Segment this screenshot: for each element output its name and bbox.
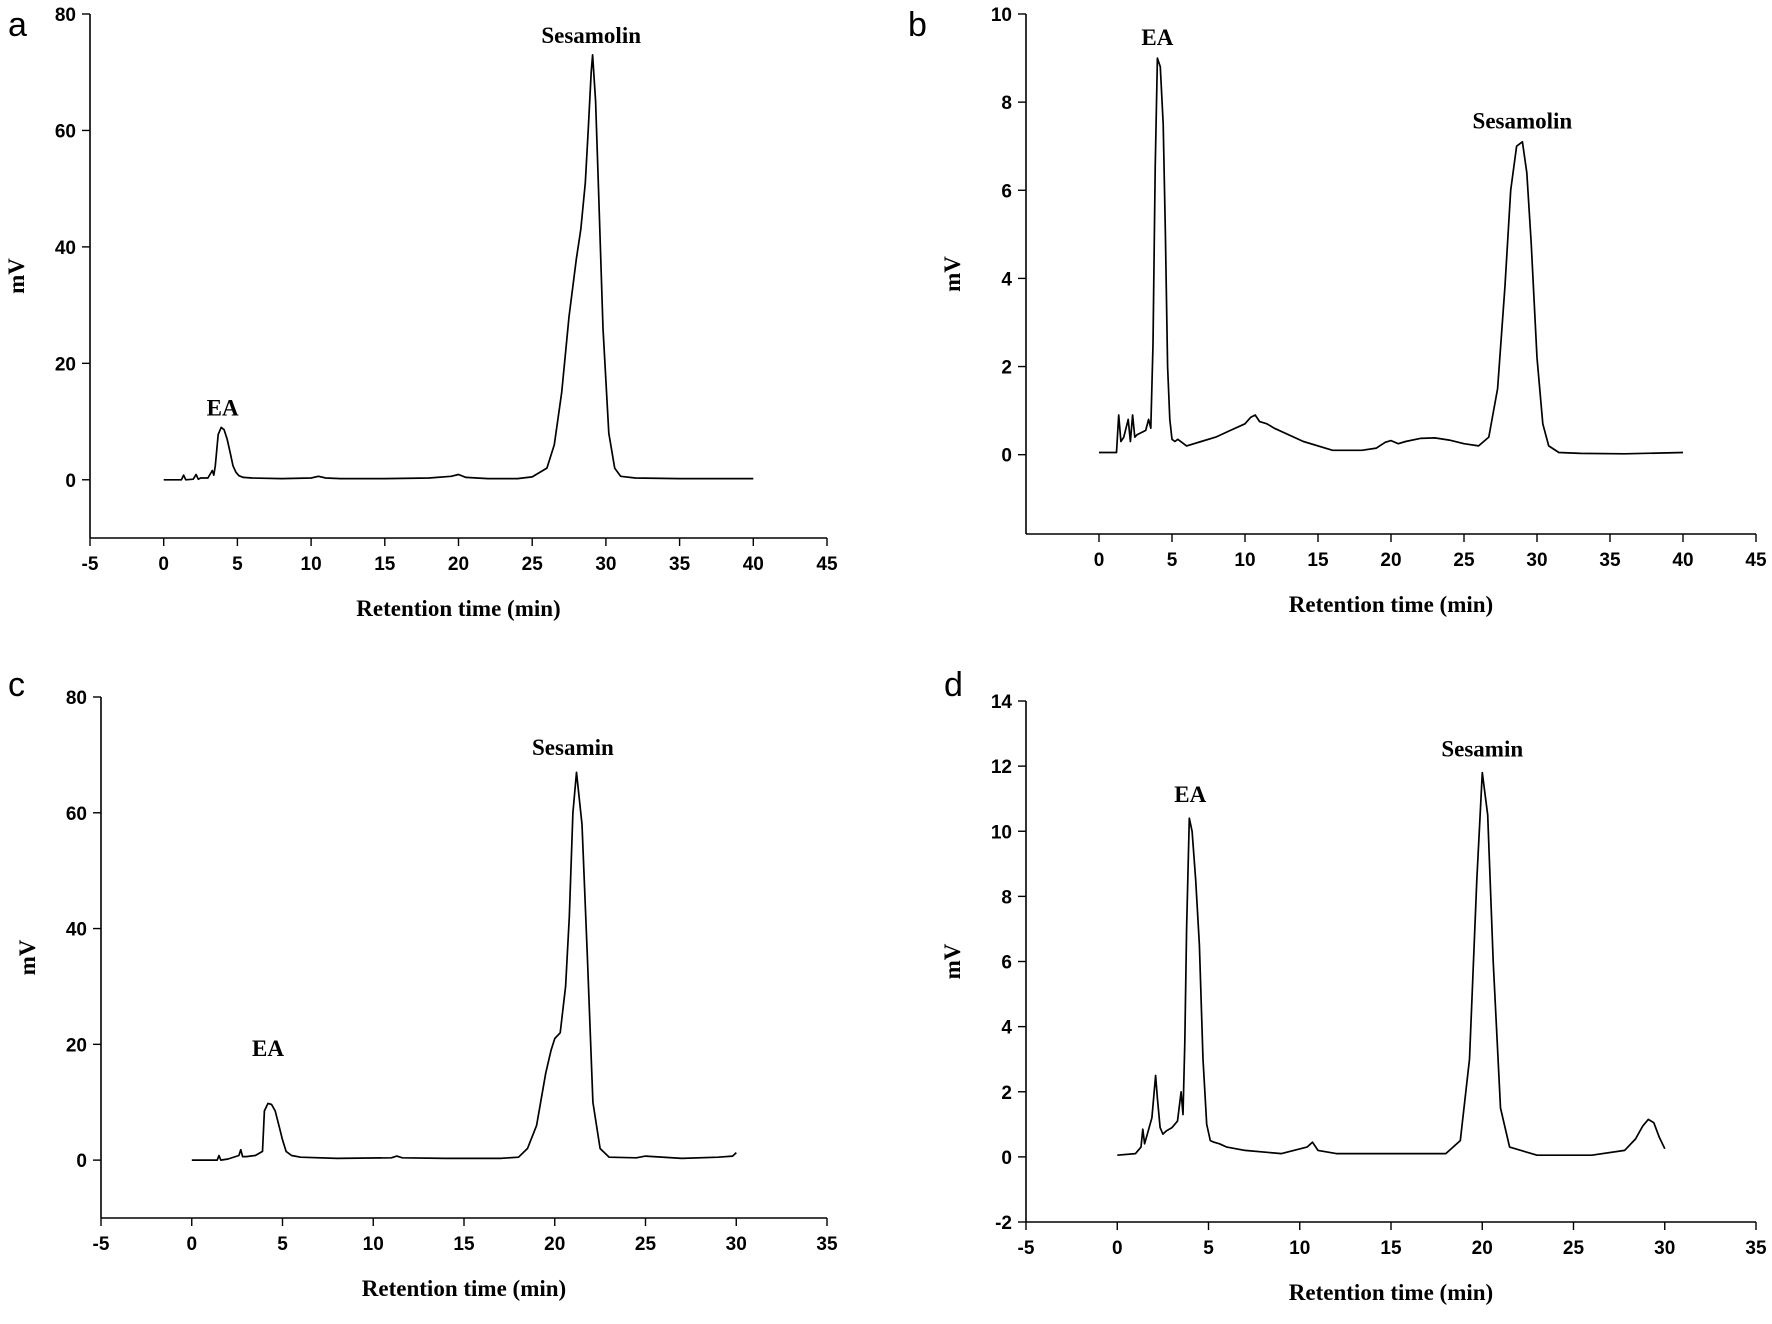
- x-axis-title: Retention time (min): [1289, 592, 1493, 617]
- y-tick-label: 60: [55, 121, 76, 142]
- panel-letter: c: [8, 666, 25, 704]
- peak-label: EA: [207, 396, 239, 421]
- x-tick-label: 5: [1203, 1238, 1214, 1259]
- y-tick-label: -2: [995, 1213, 1012, 1234]
- x-tick-label: 0: [186, 1234, 197, 1255]
- chromatogram-trace: [1117, 771, 1666, 1157]
- x-tick-label: 0: [1094, 550, 1105, 571]
- x-tick-label: 15: [374, 554, 396, 575]
- panel-letter: a: [8, 6, 27, 44]
- x-tick-label: 45: [816, 554, 838, 575]
- x-tick-label: -5: [82, 554, 99, 575]
- y-tick-label: 6: [1001, 181, 1012, 202]
- y-tick-label: 10: [991, 5, 1012, 26]
- y-tick-label: 2: [1001, 1083, 1012, 1104]
- x-tick-label: 5: [1167, 550, 1178, 571]
- chromatogram-trace: [163, 53, 754, 481]
- x-tick-label: 0: [1112, 1238, 1123, 1259]
- y-axis-title: mV: [4, 258, 29, 294]
- y-tick-label: 80: [55, 5, 76, 26]
- chart-panel-d: d -2 0 2 4 6 8 10 12 14 -5 0 5 10 15 20 25 30 35 Retention …: [940, 666, 1767, 1305]
- x-tick-label: 30: [726, 1234, 747, 1255]
- y-tick-label: 40: [55, 238, 76, 259]
- x-tick-label: 30: [1526, 550, 1547, 571]
- x-tick-label: -5: [1018, 1238, 1035, 1259]
- x-axis-title: Retention time (min): [356, 596, 560, 621]
- peak-label: Sesamin: [1441, 736, 1523, 761]
- peak-label: EA: [1174, 782, 1206, 807]
- y-tick-label: 60: [66, 804, 87, 825]
- chromatogram-trace: [191, 771, 737, 1161]
- x-tick-label: 25: [635, 1234, 657, 1255]
- x-tick-label: 0: [158, 554, 169, 575]
- x-tick-label: 30: [1654, 1238, 1675, 1259]
- x-tick-label: 25: [522, 554, 544, 575]
- x-tick-label: 20: [544, 1234, 565, 1255]
- x-tick-label: 10: [1289, 1238, 1310, 1259]
- y-tick-label: 14: [991, 692, 1013, 713]
- peak-label: Sesamin: [532, 735, 614, 760]
- x-tick-label: 10: [363, 1234, 384, 1255]
- x-tick-label: 5: [232, 554, 243, 575]
- peak-label: Sesamolin: [541, 23, 641, 48]
- panel-letter: b: [908, 6, 927, 44]
- y-tick-label: 2: [1001, 358, 1012, 379]
- x-tick-label: 20: [1472, 1238, 1493, 1259]
- y-tick-label: 0: [1001, 446, 1012, 467]
- x-tick-label: 10: [1234, 550, 1255, 571]
- chart-panel-b: b 0 2 4 6 8 10 0 5 10 15 20 25 30 35 40 45 Retention time…: [908, 5, 1767, 617]
- x-tick-label: 40: [743, 554, 764, 575]
- chart-panel-a: a 0 20 40 60 80 -5 0 5 10 15 20 25 30 35 40 45 Retention …: [4, 5, 838, 621]
- x-tick-label: 5: [277, 1234, 288, 1255]
- y-tick-label: 12: [991, 757, 1012, 778]
- x-tick-label: 15: [1380, 1238, 1402, 1259]
- y-tick-label: 6: [1001, 953, 1012, 974]
- y-tick-label: 8: [1001, 93, 1012, 114]
- y-tick-label: 8: [1001, 887, 1012, 908]
- x-tick-label: 25: [1563, 1238, 1585, 1259]
- x-axis-title: Retention time (min): [1289, 1280, 1493, 1305]
- x-tick-label: 25: [1453, 550, 1475, 571]
- y-tick-label: 20: [55, 354, 76, 375]
- y-axis-title: mV: [15, 939, 40, 975]
- y-axis-title: mV: [940, 256, 965, 292]
- peak-label: Sesamolin: [1473, 109, 1573, 134]
- x-tick-label: 15: [453, 1234, 475, 1255]
- x-tick-label: 20: [1380, 550, 1401, 571]
- x-tick-label: 35: [1745, 1238, 1767, 1259]
- y-tick-label: 10: [991, 822, 1012, 843]
- x-tick-label: 35: [669, 554, 691, 575]
- x-axis-title: Retention time (min): [362, 1276, 566, 1301]
- y-tick-label: 40: [66, 920, 87, 941]
- x-tick-label: 45: [1745, 550, 1767, 571]
- chart-panel-c: c 0 20 40 60 80 -5 0 5 10 15 20 25 30 35 Retention time…: [8, 666, 838, 1301]
- y-tick-label: 0: [1001, 1148, 1012, 1169]
- chromatogram-trace: [1099, 57, 1684, 455]
- x-tick-label: 15: [1307, 550, 1329, 571]
- y-tick-label: 0: [76, 1151, 87, 1172]
- x-tick-label: 35: [1599, 550, 1621, 571]
- peak-label: EA: [1141, 25, 1173, 50]
- y-tick-label: 4: [1001, 269, 1012, 290]
- y-axis-title: mV: [940, 943, 965, 979]
- y-tick-label: 0: [65, 471, 76, 492]
- x-tick-label: 30: [595, 554, 616, 575]
- x-tick-label: 40: [1672, 550, 1693, 571]
- x-tick-label: 20: [448, 554, 469, 575]
- y-tick-label: 80: [66, 688, 87, 709]
- peak-label: EA: [252, 1036, 284, 1061]
- y-tick-label: 20: [66, 1035, 87, 1056]
- x-tick-label: 35: [816, 1234, 838, 1255]
- y-tick-label: 4: [1001, 1018, 1012, 1039]
- panel-letter: d: [944, 666, 963, 704]
- x-tick-label: -5: [93, 1234, 110, 1255]
- x-tick-label: 10: [301, 554, 322, 575]
